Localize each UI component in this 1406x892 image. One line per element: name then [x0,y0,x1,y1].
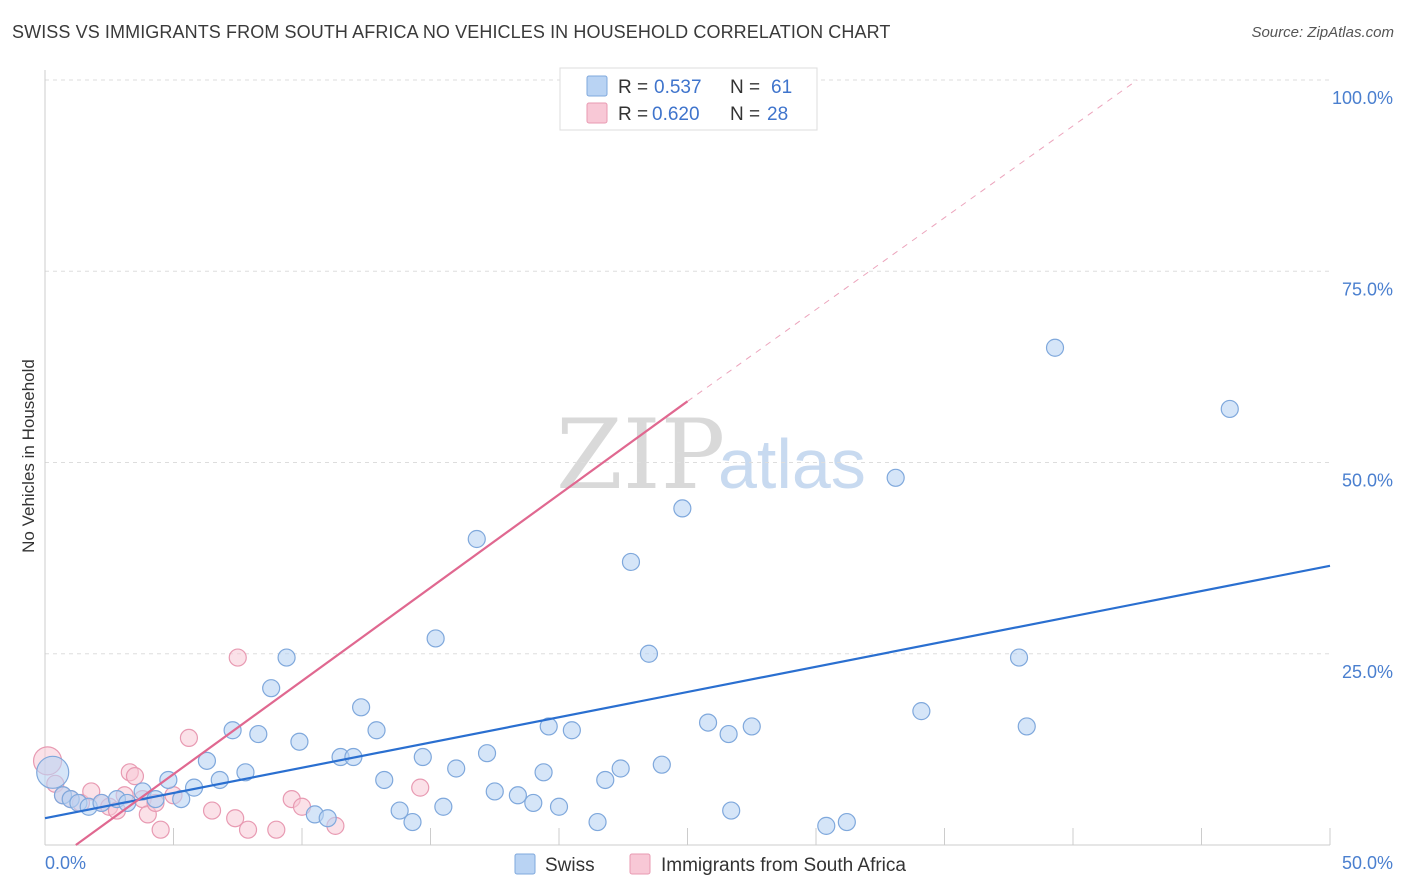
swiss-point [36,755,70,789]
swiss-point [886,468,905,487]
swiss-point [390,801,409,820]
swiss-point [524,793,543,813]
swiss-point [413,747,432,767]
legend-swatch-swiss [586,75,608,97]
trendline-sa-extension [687,79,1138,402]
bottom-legend-swatch-swiss [514,853,536,875]
swiss-point [1045,338,1065,357]
x-tick-label-min: 0.0% [45,853,86,873]
sa-point [179,728,199,748]
y-tick-label: 100.0% [1332,88,1393,108]
swiss-point [447,759,466,778]
trendlines [44,79,1331,846]
swiss-point [719,724,738,744]
swiss-point [318,809,337,828]
swiss-point [652,755,671,774]
swiss-point [375,770,394,790]
sa-point [125,767,145,786]
legend-swatch-sa [586,102,608,124]
swiss-point [434,797,453,816]
legend-r-label-swiss: R = [618,77,648,98]
legend-n-label-sa: N = [730,104,760,125]
swiss-point [1220,399,1239,419]
swiss-point [146,789,165,809]
sa-point [226,809,245,828]
swiss-point [639,644,659,663]
swiss-point [467,529,486,549]
swiss-point [611,759,630,778]
sa-point [411,778,430,797]
swiss-point [549,797,569,816]
swiss-point [485,782,504,801]
swiss-point [249,724,268,744]
legend-r-label-sa: R = [618,104,648,125]
bottom-legend-label-sa: Immigrants from South Africa [661,855,906,876]
bottom-legend-label-swiss: Swiss [545,855,595,876]
swiss-point [262,679,281,698]
legend-n-value-swiss: 61 [771,77,792,98]
swiss-point [477,744,497,763]
y-tick-label: 50.0% [1342,471,1393,491]
y-ticks: 25.0% 50.0% 75.0% 100.0% [1332,88,1393,682]
bottom-legend-swatch-sa [629,853,651,875]
swiss-point [562,721,581,740]
sa-point [228,648,247,667]
chart-title: SWISS VS IMMIGRANTS FROM SOUTH AFRICA NO… [12,22,891,42]
swiss-point [817,816,836,835]
swiss-point [722,801,741,820]
legend-r-value-swiss: 0.537 [654,77,702,98]
swiss-point [539,717,558,736]
swiss-point [367,721,386,740]
sa-point [151,820,170,839]
legend-n-value-sa: 28 [767,104,788,125]
swiss-point [596,770,615,790]
swiss-point [1009,648,1029,667]
swiss-point [290,732,309,751]
watermark-zip: ZIP [556,399,725,511]
swiss-point [1017,717,1036,736]
legend-n-label-swiss: N = [730,77,760,98]
swiss-point [236,763,255,782]
sa-point [238,820,258,839]
swiss-point [588,812,607,832]
sa-point [202,801,222,820]
y-axis-label: No Vehicles in Household [19,359,38,553]
series-sa-points [32,70,579,839]
swiss-point [197,751,217,770]
y-tick-label: 75.0% [1342,279,1393,299]
swiss-point [403,812,422,832]
swiss-point [426,629,445,648]
swiss-point [277,648,296,667]
swiss-point [508,786,527,805]
swiss-point [534,763,553,782]
series-swiss-points [36,338,1239,835]
swiss-point [352,698,371,717]
legend-box: R = 0.537 N = 61 R = 0.620 N = 28 [559,67,818,131]
swiss-point [673,499,692,518]
sa-point [267,820,286,839]
swiss-point [621,552,641,572]
swiss-point [742,717,761,736]
swiss-point [698,713,718,732]
bottom-legend: Swiss Immigrants from South Africa [514,853,906,876]
y-tick-label: 25.0% [1342,662,1393,682]
swiss-point [837,812,856,832]
source-label: Source: ZipAtlas.com [1251,24,1394,41]
watermark-atlas: atlas [718,425,866,503]
legend-r-value-sa: 0.620 [652,104,700,125]
swiss-point [912,702,931,721]
trendline-sa [75,400,689,846]
trendline-swiss [44,564,1331,820]
x-tick-label-max: 50.0% [1342,853,1393,873]
